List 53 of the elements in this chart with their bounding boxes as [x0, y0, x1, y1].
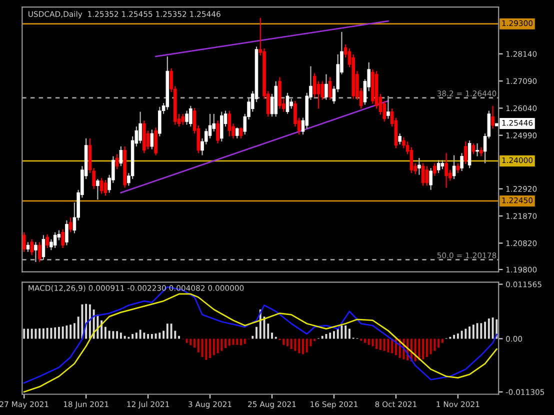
candlestick: [398, 132, 402, 145]
candlestick: [53, 232, 57, 249]
candlestick: [429, 168, 432, 190]
candlestick: [418, 158, 421, 176]
candlestick: [491, 105, 494, 130]
candlestick: [328, 76, 332, 100]
candlestick: [456, 162, 460, 174]
candlestick: [30, 238, 34, 256]
candlestick: [154, 126, 158, 156]
candlestick: [216, 120, 220, 144]
candlestick: [96, 178, 100, 200]
candlestick: [185, 110, 188, 126]
candlestick: [65, 220, 68, 246]
candlestick: [468, 140, 472, 169]
candlestick: [46, 234, 49, 249]
candlestick: [239, 126, 243, 139]
candlestick: [228, 110, 232, 137]
candlestick: [290, 98, 294, 110]
candlestick: [236, 126, 239, 139]
candlestick: [386, 95, 390, 120]
candlestick: [22, 232, 26, 252]
candlestick: [68, 216, 72, 233]
candlestick: [181, 113, 185, 126]
candlestick: [452, 154, 456, 180]
candlestick: [286, 92, 290, 114]
candlestick: [208, 113, 212, 139]
candlestick: [464, 140, 468, 165]
candlestick: [26, 242, 30, 252]
candlestick: [421, 162, 425, 186]
candlestick: [42, 234, 46, 260]
candlestick: [410, 146, 414, 174]
candlestick: [61, 228, 64, 249]
candlestick: [38, 242, 42, 263]
candlestick: [115, 154, 119, 170]
candlestick: [480, 146, 483, 157]
candlestick: [138, 111, 142, 144]
candlestick: [472, 142, 476, 155]
candlestick: [100, 177, 104, 194]
candlestick: [460, 152, 464, 172]
candlestick: [433, 162, 436, 176]
candlestick: [119, 146, 123, 167]
candlestick: [158, 106, 162, 137]
candlestick: [436, 160, 440, 174]
candlestick: [34, 242, 38, 263]
candlestick: [189, 105, 192, 128]
candlestick: [150, 129, 154, 150]
candlestick: [220, 111, 224, 142]
candlestick: [440, 160, 444, 170]
candlestick: [104, 179, 108, 196]
candlestick: [476, 142, 479, 157]
candlestick: [444, 152, 448, 188]
candlestick: [324, 74, 328, 100]
candlestick: [425, 166, 429, 186]
